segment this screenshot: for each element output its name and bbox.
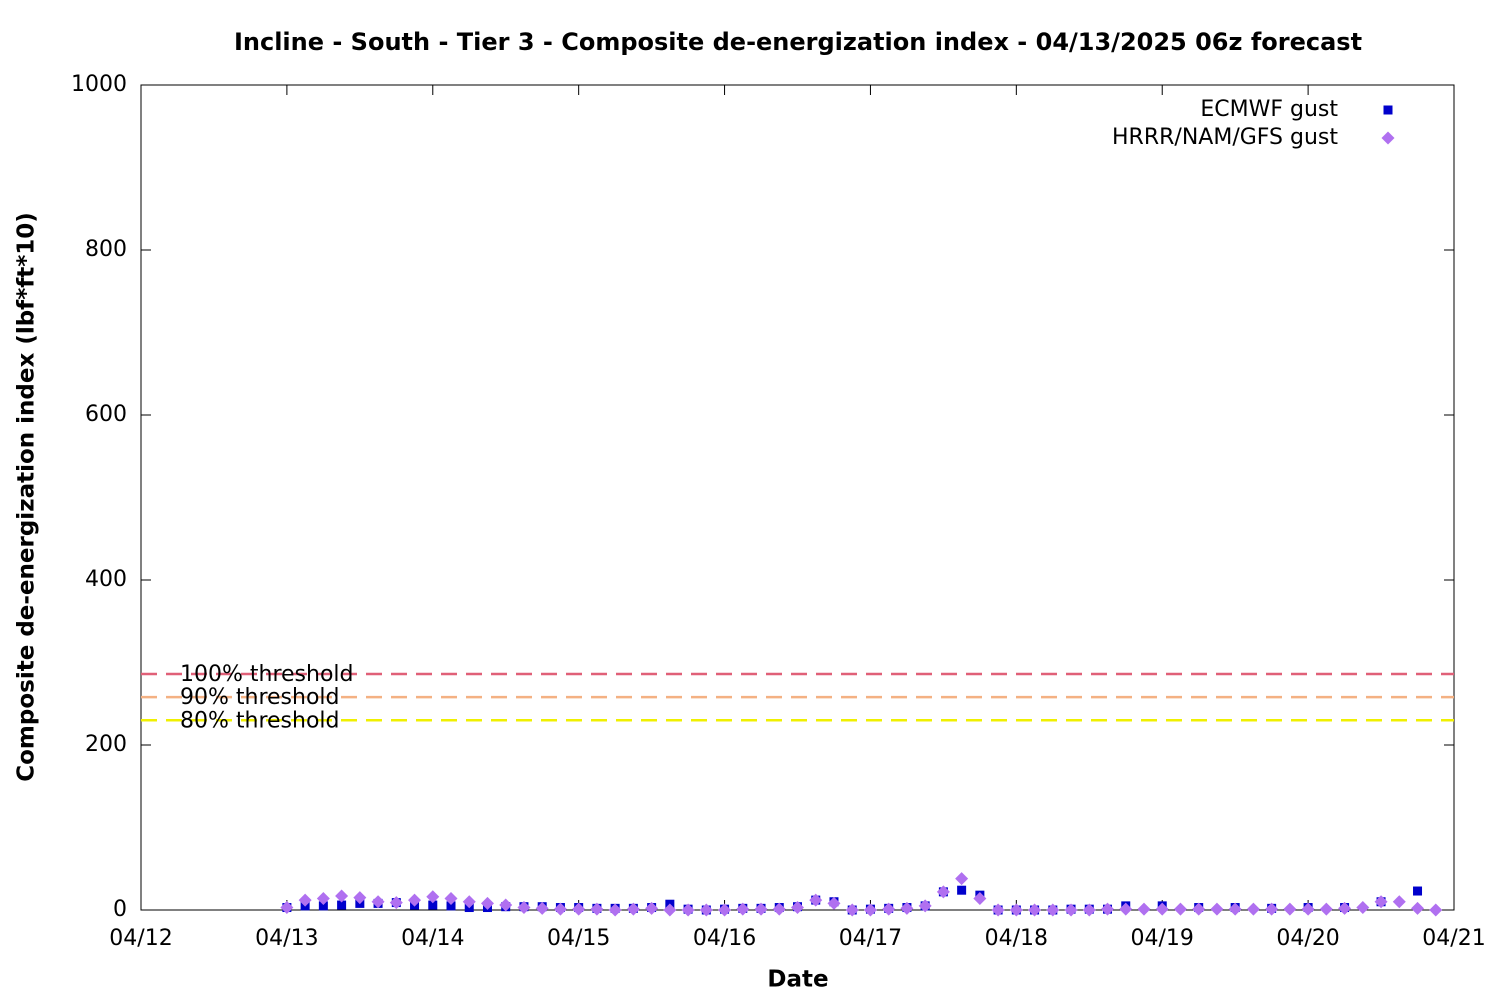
data-point	[590, 902, 604, 916]
data-point	[754, 902, 768, 916]
data-point	[1413, 886, 1423, 896]
data-point	[1228, 902, 1242, 916]
data-point	[645, 901, 659, 915]
data-point	[626, 902, 640, 916]
x-tick-label: 04/19	[1131, 926, 1194, 951]
data-point	[353, 891, 367, 905]
data-point	[973, 891, 987, 905]
data-point	[1356, 901, 1370, 915]
data-point	[1265, 902, 1279, 916]
data-point	[335, 889, 349, 903]
legend-label: HRRR/NAM/GFS gust	[1112, 125, 1338, 150]
data-point	[1155, 902, 1169, 916]
data-point	[462, 895, 476, 909]
data-point	[389, 896, 403, 910]
data-point	[936, 885, 950, 899]
x-tick-label: 04/20	[1276, 926, 1339, 951]
data-point	[681, 903, 695, 917]
data-point	[918, 899, 932, 913]
legend-label: ECMWF gust	[1200, 97, 1338, 122]
chart-title: Incline - South - Tier 3 - Composite de-…	[234, 28, 1362, 56]
data-point	[535, 901, 549, 915]
data-point	[1046, 903, 1060, 917]
data-point	[480, 896, 494, 910]
data-point	[316, 891, 330, 905]
data-point	[553, 902, 567, 916]
data-point	[318, 901, 328, 911]
data-point	[1392, 895, 1406, 909]
data-point	[572, 902, 586, 916]
x-tick-label: 04/16	[693, 926, 756, 951]
data-point	[1137, 902, 1151, 916]
y-tick-label: 1000	[71, 72, 127, 97]
data-point	[608, 903, 622, 917]
data-point	[900, 901, 914, 915]
threshold-label: 80% threshold	[180, 708, 340, 733]
data-point	[428, 900, 438, 910]
data-point	[408, 893, 422, 907]
x-tick-label: 04/12	[109, 926, 172, 951]
data-point	[1082, 903, 1096, 917]
data-point	[1338, 901, 1352, 915]
data-point	[1028, 903, 1042, 917]
data-point	[1374, 895, 1388, 909]
data-point	[991, 903, 1005, 917]
data-point	[882, 902, 896, 916]
data-point	[426, 890, 440, 904]
y-tick-label: 0	[113, 897, 127, 922]
data-point	[863, 903, 877, 917]
x-tick-label: 04/14	[401, 926, 464, 951]
data-point	[1319, 902, 1333, 916]
x-tick-label: 04/13	[255, 926, 318, 951]
data-point	[699, 903, 713, 917]
data-point	[1009, 903, 1023, 917]
y-tick-label: 400	[85, 567, 127, 592]
data-point	[1246, 902, 1260, 916]
data-point	[1064, 903, 1078, 917]
data-point	[446, 901, 456, 911]
data-point	[718, 903, 732, 917]
data-point	[1429, 903, 1443, 917]
data-point	[337, 900, 347, 910]
data-point	[1411, 901, 1425, 915]
data-point	[1301, 902, 1315, 916]
threshold-label: 100% threshold	[180, 662, 354, 687]
x-tick-label: 04/15	[547, 926, 610, 951]
plot-frame	[140, 84, 1455, 911]
data-point	[298, 893, 312, 907]
data-point	[280, 901, 294, 915]
x-tick-label: 04/21	[1422, 926, 1485, 951]
threshold-label: 90% threshold	[180, 685, 340, 710]
data-point	[791, 901, 804, 915]
data-point	[1283, 902, 1297, 916]
data-point	[1210, 902, 1224, 916]
y-tick-label: 200	[85, 732, 127, 757]
data-point	[444, 891, 458, 905]
data-point	[845, 903, 859, 917]
data-point	[371, 895, 385, 909]
data-point	[663, 903, 677, 917]
x-tick-label: 04/18	[985, 926, 1048, 951]
data-point	[955, 872, 969, 886]
data-point	[499, 898, 513, 912]
data-point	[957, 885, 967, 895]
data-point	[827, 896, 841, 910]
data-point	[736, 902, 750, 916]
x-tick-label: 04/17	[839, 926, 902, 951]
y-tick-label: 600	[85, 402, 127, 427]
data-point	[809, 893, 823, 907]
data-point	[772, 902, 786, 916]
legend-marker	[1381, 131, 1395, 145]
y-axis-label: Composite de-energization index (lbf*ft*…	[14, 212, 40, 782]
legend-marker	[1383, 105, 1393, 115]
data-point	[1173, 902, 1187, 916]
data-point	[1101, 902, 1115, 916]
y-tick-label: 800	[85, 237, 127, 262]
data-point	[517, 901, 531, 915]
data-point	[1192, 902, 1206, 916]
data-point	[1119, 902, 1133, 916]
x-axis-label: Date	[767, 967, 828, 993]
